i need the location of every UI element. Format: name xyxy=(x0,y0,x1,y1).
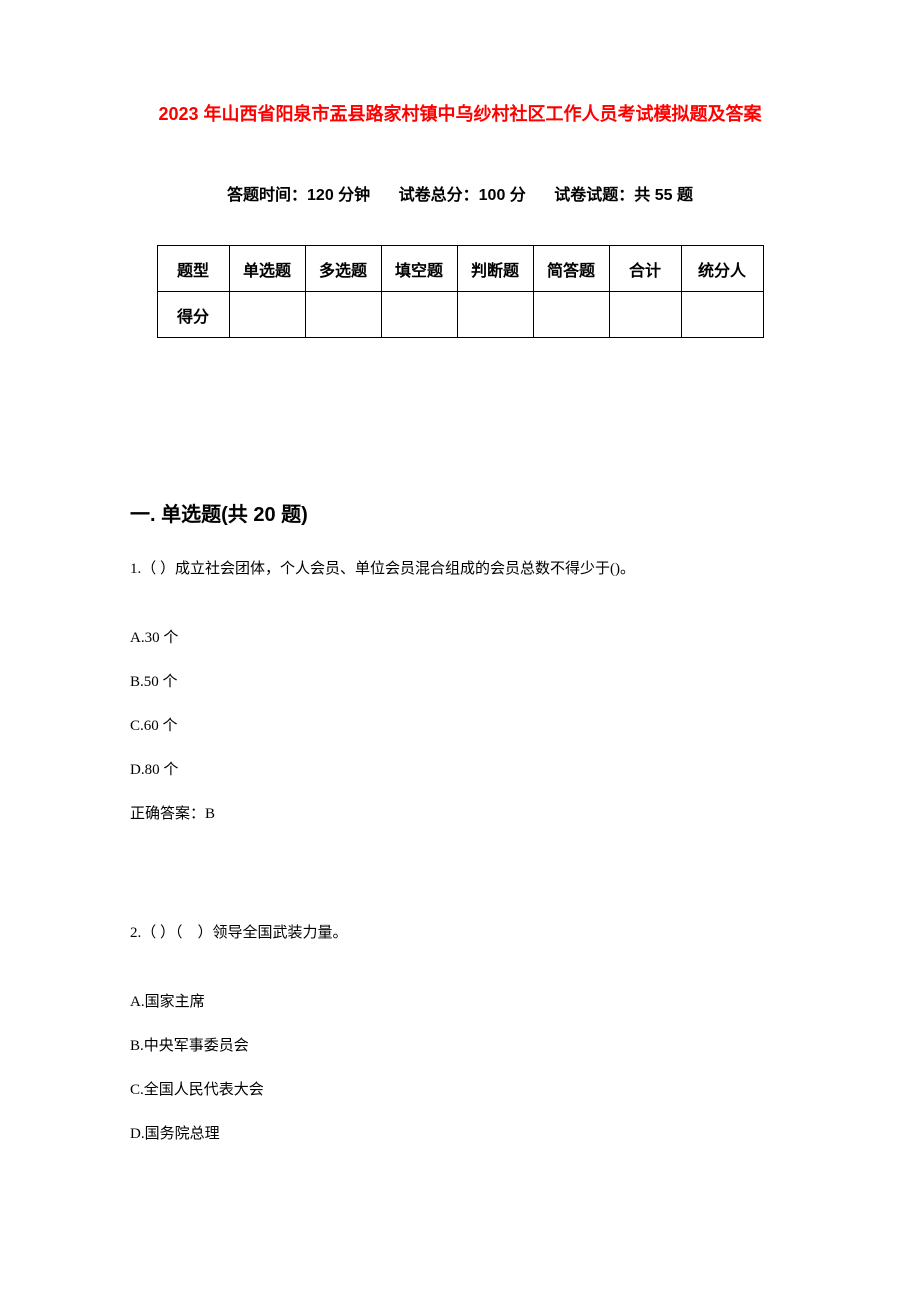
header-cell: 填空题 xyxy=(381,246,457,292)
header-cell: 多选题 xyxy=(305,246,381,292)
q1-option-b: B.50 个 xyxy=(130,670,790,694)
q2-stem: 2.（ ）（ ）领导全国武装力量。 xyxy=(130,921,790,945)
score-cell xyxy=(609,292,681,338)
question-2: 2.（ ）（ ）领导全国武装力量。 A.国家主席 B.中央军事委员会 C.全国人… xyxy=(130,921,790,1146)
q2-option-b: B.中央军事委员会 xyxy=(130,1034,790,1058)
score-cell xyxy=(457,292,533,338)
score-cell xyxy=(381,292,457,338)
q1-option-c: C.60 个 xyxy=(130,714,790,738)
score-value-row: 得分 xyxy=(157,292,763,338)
score-label-cell: 得分 xyxy=(157,292,229,338)
exam-meta: 答题时间：120 分钟 试卷总分：100 分 试卷试题：共 55 题 xyxy=(130,181,790,205)
q1-answer: 正确答案：B xyxy=(130,802,790,826)
q2-option-c: C.全国人民代表大会 xyxy=(130,1078,790,1102)
header-cell: 合计 xyxy=(609,246,681,292)
exam-title: 2023 年山西省阳泉市盂县路家村镇中乌纱村社区工作人员考试模拟题及答案 xyxy=(130,100,790,126)
score-header-row: 题型 单选题 多选题 填空题 判断题 简答题 合计 统分人 xyxy=(157,246,763,292)
score-table: 题型 单选题 多选题 填空题 判断题 简答题 合计 统分人 得分 xyxy=(157,245,764,338)
score-cell xyxy=(229,292,305,338)
header-cell: 判断题 xyxy=(457,246,533,292)
q2-option-d: D.国务院总理 xyxy=(130,1122,790,1146)
score-cell xyxy=(681,292,763,338)
meta-count: 试卷试题：共 55 题 xyxy=(554,187,693,204)
meta-time: 答题时间：120 分钟 xyxy=(227,187,370,204)
q1-stem: 1.（ ）成立社会团体，个人会员、单位会员混合组成的会员总数不得少于()。 xyxy=(130,557,790,581)
q1-option-a: A.30 个 xyxy=(130,626,790,650)
header-cell: 单选题 xyxy=(229,246,305,292)
meta-total: 试卷总分：100 分 xyxy=(399,187,526,204)
header-cell: 题型 xyxy=(157,246,229,292)
header-cell: 统分人 xyxy=(681,246,763,292)
section-heading: 一. 单选题(共 20 题) xyxy=(130,498,790,527)
score-cell xyxy=(305,292,381,338)
question-1: 1.（ ）成立社会团体，个人会员、单位会员混合组成的会员总数不得少于()。 A.… xyxy=(130,557,790,826)
q2-option-a: A.国家主席 xyxy=(130,990,790,1014)
header-cell: 简答题 xyxy=(533,246,609,292)
q1-option-d: D.80 个 xyxy=(130,758,790,782)
score-cell xyxy=(533,292,609,338)
